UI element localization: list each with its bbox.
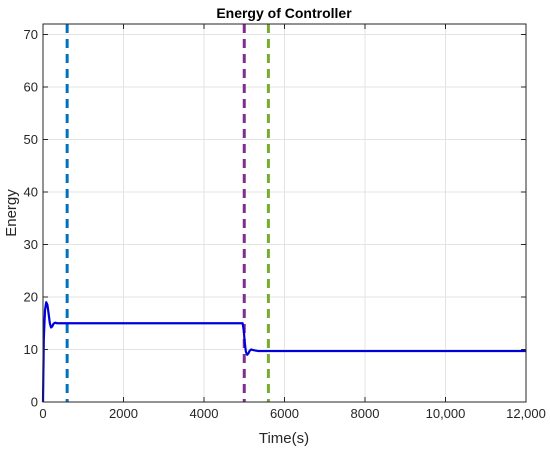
series-layer — [41, 301, 526, 403]
y-tick-label: 50 — [24, 132, 38, 147]
x-tick-label: 10,000 — [426, 406, 466, 421]
y-tick-label: 40 — [24, 185, 38, 200]
y-tick-label: 30 — [24, 237, 38, 252]
chart-title: Energy of Controller — [216, 5, 352, 21]
event-markers — [65, 24, 270, 402]
x-tick-label: 0 — [39, 406, 46, 421]
x-tick-label: 12,000 — [506, 406, 546, 421]
y-tick-label: 0 — [31, 395, 38, 410]
series-line — [41, 301, 526, 403]
grid — [42, 24, 527, 403]
x-tick-label: 4000 — [190, 406, 219, 421]
x-tick-label: 2000 — [109, 406, 138, 421]
y-tick-label: 10 — [24, 342, 38, 357]
x-tick-label: 6000 — [270, 406, 299, 421]
x-axis-label: Time(s) — [259, 430, 309, 447]
y-axis-ticks: 0 10 20 30 40 50 60 70 — [24, 27, 526, 410]
x-tick-label: 8000 — [351, 406, 380, 421]
x-axis-ticks: 0 2000 4000 6000 8000 10,000 12,000 — [39, 24, 546, 421]
y-tick-label: 60 — [24, 80, 38, 95]
y-axis-label: Energy — [3, 189, 20, 237]
y-tick-label: 20 — [24, 290, 38, 305]
y-tick-label: 70 — [24, 27, 38, 42]
